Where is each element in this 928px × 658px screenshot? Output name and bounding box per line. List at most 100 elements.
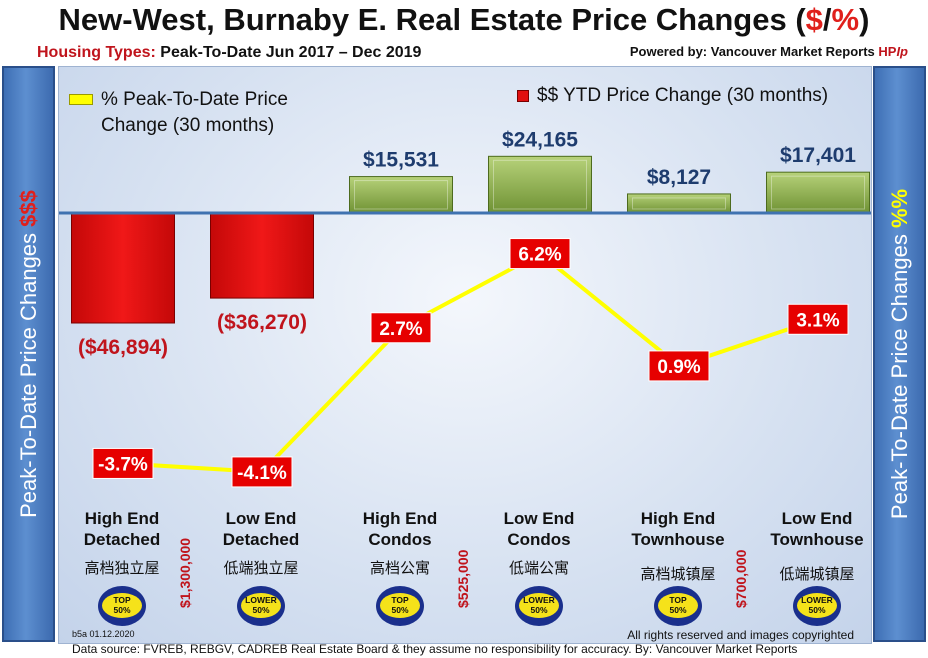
segment-badge-line2: 50% [391, 605, 409, 615]
category-label-line2: Detached [83, 530, 161, 549]
category-label-line1: High End [362, 509, 438, 528]
category-label-4: High End Townhouse [613, 508, 743, 550]
bar-3 [488, 155, 592, 214]
right-sidebar-label: Peak-To-Date Price Changes %% [887, 189, 913, 519]
category-label-5: Low End Townhouse [752, 508, 882, 550]
title-dollar: $ [805, 2, 823, 37]
segment-badge-line2: 50% [669, 605, 687, 615]
title-percent: % [831, 2, 860, 37]
category-chinese-label-0: 高档独立屋 [84, 560, 160, 577]
right-sidebar-accent: %% [886, 188, 912, 229]
left-sidebar-accent: $$$ [15, 190, 41, 227]
segment-badge-line1: TOP [669, 595, 687, 605]
category-chinese-label-3: 低端公寓 [508, 560, 569, 577]
pct-label-5: 3.1% [796, 310, 839, 331]
pct-label-box-3 [509, 238, 571, 270]
segment-badge-line2: 50% [252, 605, 270, 615]
category-chinese-label-2: 高档公寓 [369, 560, 430, 577]
bar-bevel-2 [354, 180, 448, 210]
category-label-line1: Low End [503, 509, 575, 528]
bar-0 [71, 212, 175, 324]
legend-bar-swatch [517, 89, 529, 102]
bar-bevel-5 [771, 175, 865, 210]
legend-bar-text: $$ YTD Price Change (30 months) [537, 85, 829, 106]
segment-badge-text: TOP 50% [658, 593, 698, 618]
category-label-0: High End Detached [57, 508, 187, 550]
right-sidebar: Peak-To-Date Price Changes %% [873, 66, 926, 642]
category-chinese-label-5: 低端城镇屋 [779, 566, 855, 583]
category-label-line1: Low End [225, 509, 297, 528]
legend-bar: $$ YTD Price Change (30 months) [517, 83, 828, 109]
bar-5 [766, 171, 870, 214]
powered-ip-text: Ip [896, 44, 908, 59]
category-label-line1: High End [640, 509, 716, 528]
legend-line: % Peak-To-Date Price Change (30 months) [69, 87, 288, 139]
segment-badge-4: TOP 50% [654, 586, 702, 626]
segment-badge-0: TOP 50% [98, 586, 146, 626]
segment-badge-5: LOWER 50% [793, 586, 841, 626]
powered-text: Powered by: Vancouver Market Reports [629, 44, 879, 59]
subtitle-label: Housing Types: [37, 44, 156, 61]
pct-label-0: -3.7% [98, 454, 148, 475]
category-label-2: High End Condos [335, 508, 465, 550]
right-sidebar-text: Peak-To-Date Price Changes [886, 228, 912, 520]
pct-label-box-1 [231, 456, 293, 488]
chart-svg: ($46,894) ($36,270) $15,531 $24,165 $8,127 $1… [59, 128, 871, 488]
legend-line-swatch [69, 94, 93, 106]
segment-badge-line1: LOWER [523, 595, 555, 605]
legend-line-text-2: Change (30 months) [101, 115, 275, 136]
category-label-line2: Townhouse [631, 530, 725, 549]
legend-line-text-1: % Peak-To-Date Price [101, 89, 288, 110]
segment-badge-line2: 50% [530, 605, 548, 615]
segment-badge-line1: TOP [113, 595, 131, 605]
subtitle-text: Peak-To-Date Jun 2017 – Dec 2019 [155, 44, 422, 61]
left-sidebar-label: Peak-To-Date Price Changes $$$ [16, 190, 42, 518]
powered-by: Powered by: Vancouver Market Reports HPI… [630, 44, 908, 59]
pct-label-3: 6.2% [518, 245, 561, 266]
segment-badge-3: LOWER 50% [515, 586, 563, 626]
powered-hp: HPIp [878, 44, 908, 59]
left-sidebar-text: Peak-To-Date Price Changes [15, 226, 41, 518]
bar-value-label-5: $17,401 [780, 144, 856, 167]
segment-badge-text: LOWER 50% [519, 593, 559, 618]
category-label-1: Low End Detached [196, 508, 326, 550]
bar-value-label-0: ($46,894) [78, 336, 168, 359]
title-close: ) [859, 2, 870, 37]
category-label-line2: Detached [222, 530, 300, 549]
pct-label-4: 0.9% [657, 357, 700, 378]
segment-badge-line1: LOWER [245, 595, 277, 605]
powered-hp-text: HP [878, 44, 897, 59]
category-chinese-label-1: 低端独立屋 [223, 560, 299, 577]
pct-label-2: 2.7% [379, 319, 422, 340]
bar-value-label-1: ($36,270) [217, 311, 307, 334]
bar-value-label-3: $24,165 [502, 128, 578, 151]
footer-rights: All rights reserved and images copyright… [627, 628, 854, 642]
title-text: New-West, Burnaby E. Real Estate Price C… [58, 2, 806, 37]
segment-badge-line1: TOP [391, 595, 409, 605]
category-label-line1: Low End [781, 509, 853, 528]
pct-label-box-4 [648, 350, 710, 382]
pct-label-box-0 [92, 447, 154, 479]
title-slash: / [822, 2, 832, 37]
category-label-line2: Condos [507, 530, 571, 549]
bar-4 [627, 193, 731, 214]
plot-area: ($46,894) ($36,270) $15,531 $24,165 $8,127 $1… [58, 66, 872, 644]
pct-label-box-5 [787, 303, 849, 335]
subtitle: Housing Types: Peak-To-Date Jun 2017 – D… [37, 44, 421, 62]
segment-badge-text: TOP 50% [102, 593, 142, 618]
category-label-line1: High End [84, 509, 160, 528]
price-threshold-label-0: $1,300,000 [177, 537, 193, 608]
bar-1 [210, 212, 314, 299]
segment-badge-line2: 50% [808, 605, 826, 615]
segment-badge-text: LOWER 50% [797, 593, 837, 618]
pct-label-box-2 [370, 312, 432, 344]
segment-badge-text: LOWER 50% [241, 593, 281, 618]
category-label-line2: Townhouse [770, 530, 864, 549]
bar-2 [349, 176, 453, 214]
left-sidebar: Peak-To-Date Price Changes $$$ [2, 66, 55, 642]
footer-data-source: Data source: FVREB, REBGV, CADREB Real E… [72, 642, 798, 656]
category-label-3: Low End Condos [474, 508, 604, 550]
category-chinese-label-4: 高档城镇屋 [640, 566, 716, 583]
pct-label-1: -4.1% [237, 463, 287, 484]
price-threshold-label-2: $525,000 [455, 549, 471, 608]
